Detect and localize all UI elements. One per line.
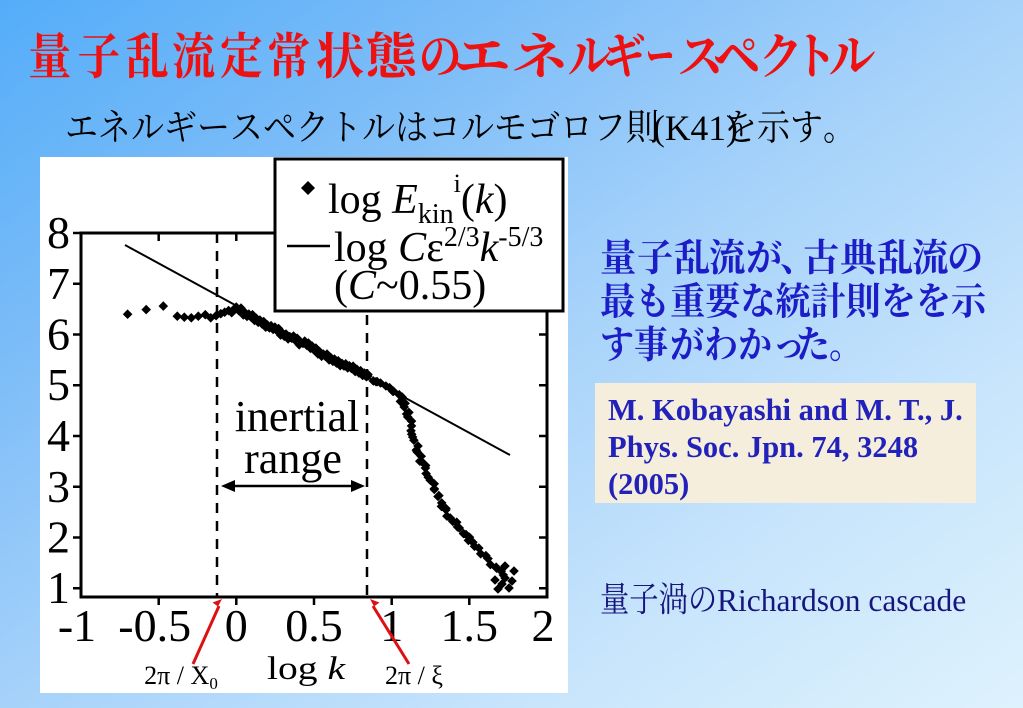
svg-text:4: 4 bbox=[47, 410, 70, 461]
svg-text:range: range bbox=[244, 434, 342, 483]
svg-text:(C~0.55): (C~0.55) bbox=[334, 263, 486, 309]
svg-text:log k: log k bbox=[267, 650, 346, 686]
svg-text:Richardson cascade: Richardson cascade bbox=[717, 583, 966, 618]
svg-text:(K41): (K41) bbox=[653, 108, 738, 148]
svg-text:0.5: 0.5 bbox=[285, 600, 343, 651]
svg-text:-0.5: -0.5 bbox=[118, 600, 191, 651]
svg-text:Phys. Soc. Jpn. 74, 3248: Phys. Soc. Jpn. 74, 3248 bbox=[608, 430, 918, 464]
svg-text:1: 1 bbox=[380, 600, 403, 651]
svg-text:2π / ξ: 2π / ξ bbox=[385, 661, 443, 690]
svg-text:7: 7 bbox=[47, 258, 70, 309]
svg-text:1.5: 1.5 bbox=[441, 600, 499, 651]
svg-text:3: 3 bbox=[47, 461, 70, 512]
svg-text:6: 6 bbox=[47, 309, 70, 360]
svg-text:-1: -1 bbox=[58, 600, 96, 651]
svg-text:2: 2 bbox=[532, 600, 555, 651]
svg-text:inertial: inertial bbox=[235, 392, 360, 441]
svg-text:8: 8 bbox=[47, 207, 70, 258]
svg-text:5: 5 bbox=[47, 359, 70, 410]
svg-text:(2005): (2005) bbox=[608, 467, 689, 501]
svg-text:2π / X0: 2π / X0 bbox=[144, 661, 218, 693]
svg-text:2: 2 bbox=[47, 512, 70, 563]
svg-text:M. Kobayashi and M. T., J.: M. Kobayashi and M. T., J. bbox=[608, 393, 963, 427]
svg-text:1: 1 bbox=[47, 562, 70, 613]
svg-text:0: 0 bbox=[225, 600, 248, 651]
svg-text:log Ekini(k): log Ekini(k) bbox=[328, 169, 508, 230]
